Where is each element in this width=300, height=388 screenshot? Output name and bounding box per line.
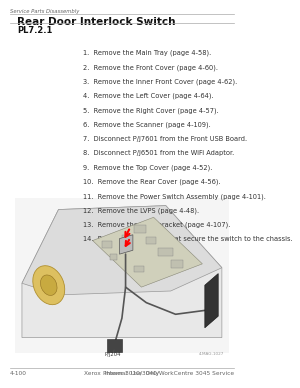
Text: 6.  Remove the Scanner (page 4-109).: 6. Remove the Scanner (page 4-109). xyxy=(83,121,211,128)
FancyBboxPatch shape xyxy=(158,248,173,256)
FancyBboxPatch shape xyxy=(122,235,129,241)
FancyBboxPatch shape xyxy=(15,198,229,353)
Text: Service Parts Disassembly: Service Parts Disassembly xyxy=(10,9,79,14)
Text: 12.  Remove the LVPS (page 4-48).: 12. Remove the LVPS (page 4-48). xyxy=(83,208,199,214)
Text: 13.  Remove the LVPS bracket (page 4-107).: 13. Remove the LVPS bracket (page 4-107)… xyxy=(83,222,230,229)
Text: 14.  Release the 2 hooks that secure the switch to the chassis.: 14. Release the 2 hooks that secure the … xyxy=(83,236,292,242)
Polygon shape xyxy=(22,206,222,295)
FancyBboxPatch shape xyxy=(134,266,144,272)
Text: 2.  Remove the Front Cover (page 4-60).: 2. Remove the Front Cover (page 4-60). xyxy=(83,64,218,71)
FancyBboxPatch shape xyxy=(107,339,122,352)
Text: 7.  Disconnect P/J7601 from the Front USB Board.: 7. Disconnect P/J7601 from the Front USB… xyxy=(83,136,247,142)
Text: 10.  Remove the Rear Cover (page 4-56).: 10. Remove the Rear Cover (page 4-56). xyxy=(83,179,220,185)
Ellipse shape xyxy=(40,275,57,295)
Text: 9.  Remove the Top Cover (page 4-52).: 9. Remove the Top Cover (page 4-52). xyxy=(83,165,212,171)
FancyBboxPatch shape xyxy=(134,225,146,233)
FancyBboxPatch shape xyxy=(110,254,117,260)
Text: 3.  Remove the Inner Front Cover (page 4-62).: 3. Remove the Inner Front Cover (page 4-… xyxy=(83,78,237,85)
Text: 5.  Remove the Right Cover (page 4-57).: 5. Remove the Right Cover (page 4-57). xyxy=(83,107,219,114)
FancyBboxPatch shape xyxy=(171,260,183,268)
Text: 4.  Remove the Left Cover (page 4-64).: 4. Remove the Left Cover (page 4-64). xyxy=(83,93,214,99)
Text: Xerox  Internal  Use  Only: Xerox Internal Use Only xyxy=(84,371,159,376)
Text: P/J204: P/J204 xyxy=(105,352,121,357)
Polygon shape xyxy=(119,235,133,254)
Text: 8.  Disconnect P/J6501 from the WiFi Adaptor.: 8. Disconnect P/J6501 from the WiFi Adap… xyxy=(83,150,234,156)
Text: PL7.2.1: PL7.2.1 xyxy=(17,26,52,35)
Ellipse shape xyxy=(33,266,65,305)
Polygon shape xyxy=(93,217,202,287)
Text: 1.  Remove the Main Tray (page 4-58).: 1. Remove the Main Tray (page 4-58). xyxy=(83,50,211,56)
FancyBboxPatch shape xyxy=(102,241,112,248)
Polygon shape xyxy=(205,274,218,328)
FancyBboxPatch shape xyxy=(146,237,156,244)
Text: Rear Door Interlock Switch: Rear Door Interlock Switch xyxy=(17,17,175,27)
Text: 11.  Remove the Power Switch Assembly (page 4-101).: 11. Remove the Power Switch Assembly (pa… xyxy=(83,193,266,200)
Text: 4-100: 4-100 xyxy=(10,371,27,376)
Polygon shape xyxy=(22,206,222,338)
Text: 4-MAG-1027: 4-MAG-1027 xyxy=(199,352,224,355)
Text: Phaser 3010/3040/WorkCentre 3045 Service: Phaser 3010/3040/WorkCentre 3045 Service xyxy=(103,371,234,376)
